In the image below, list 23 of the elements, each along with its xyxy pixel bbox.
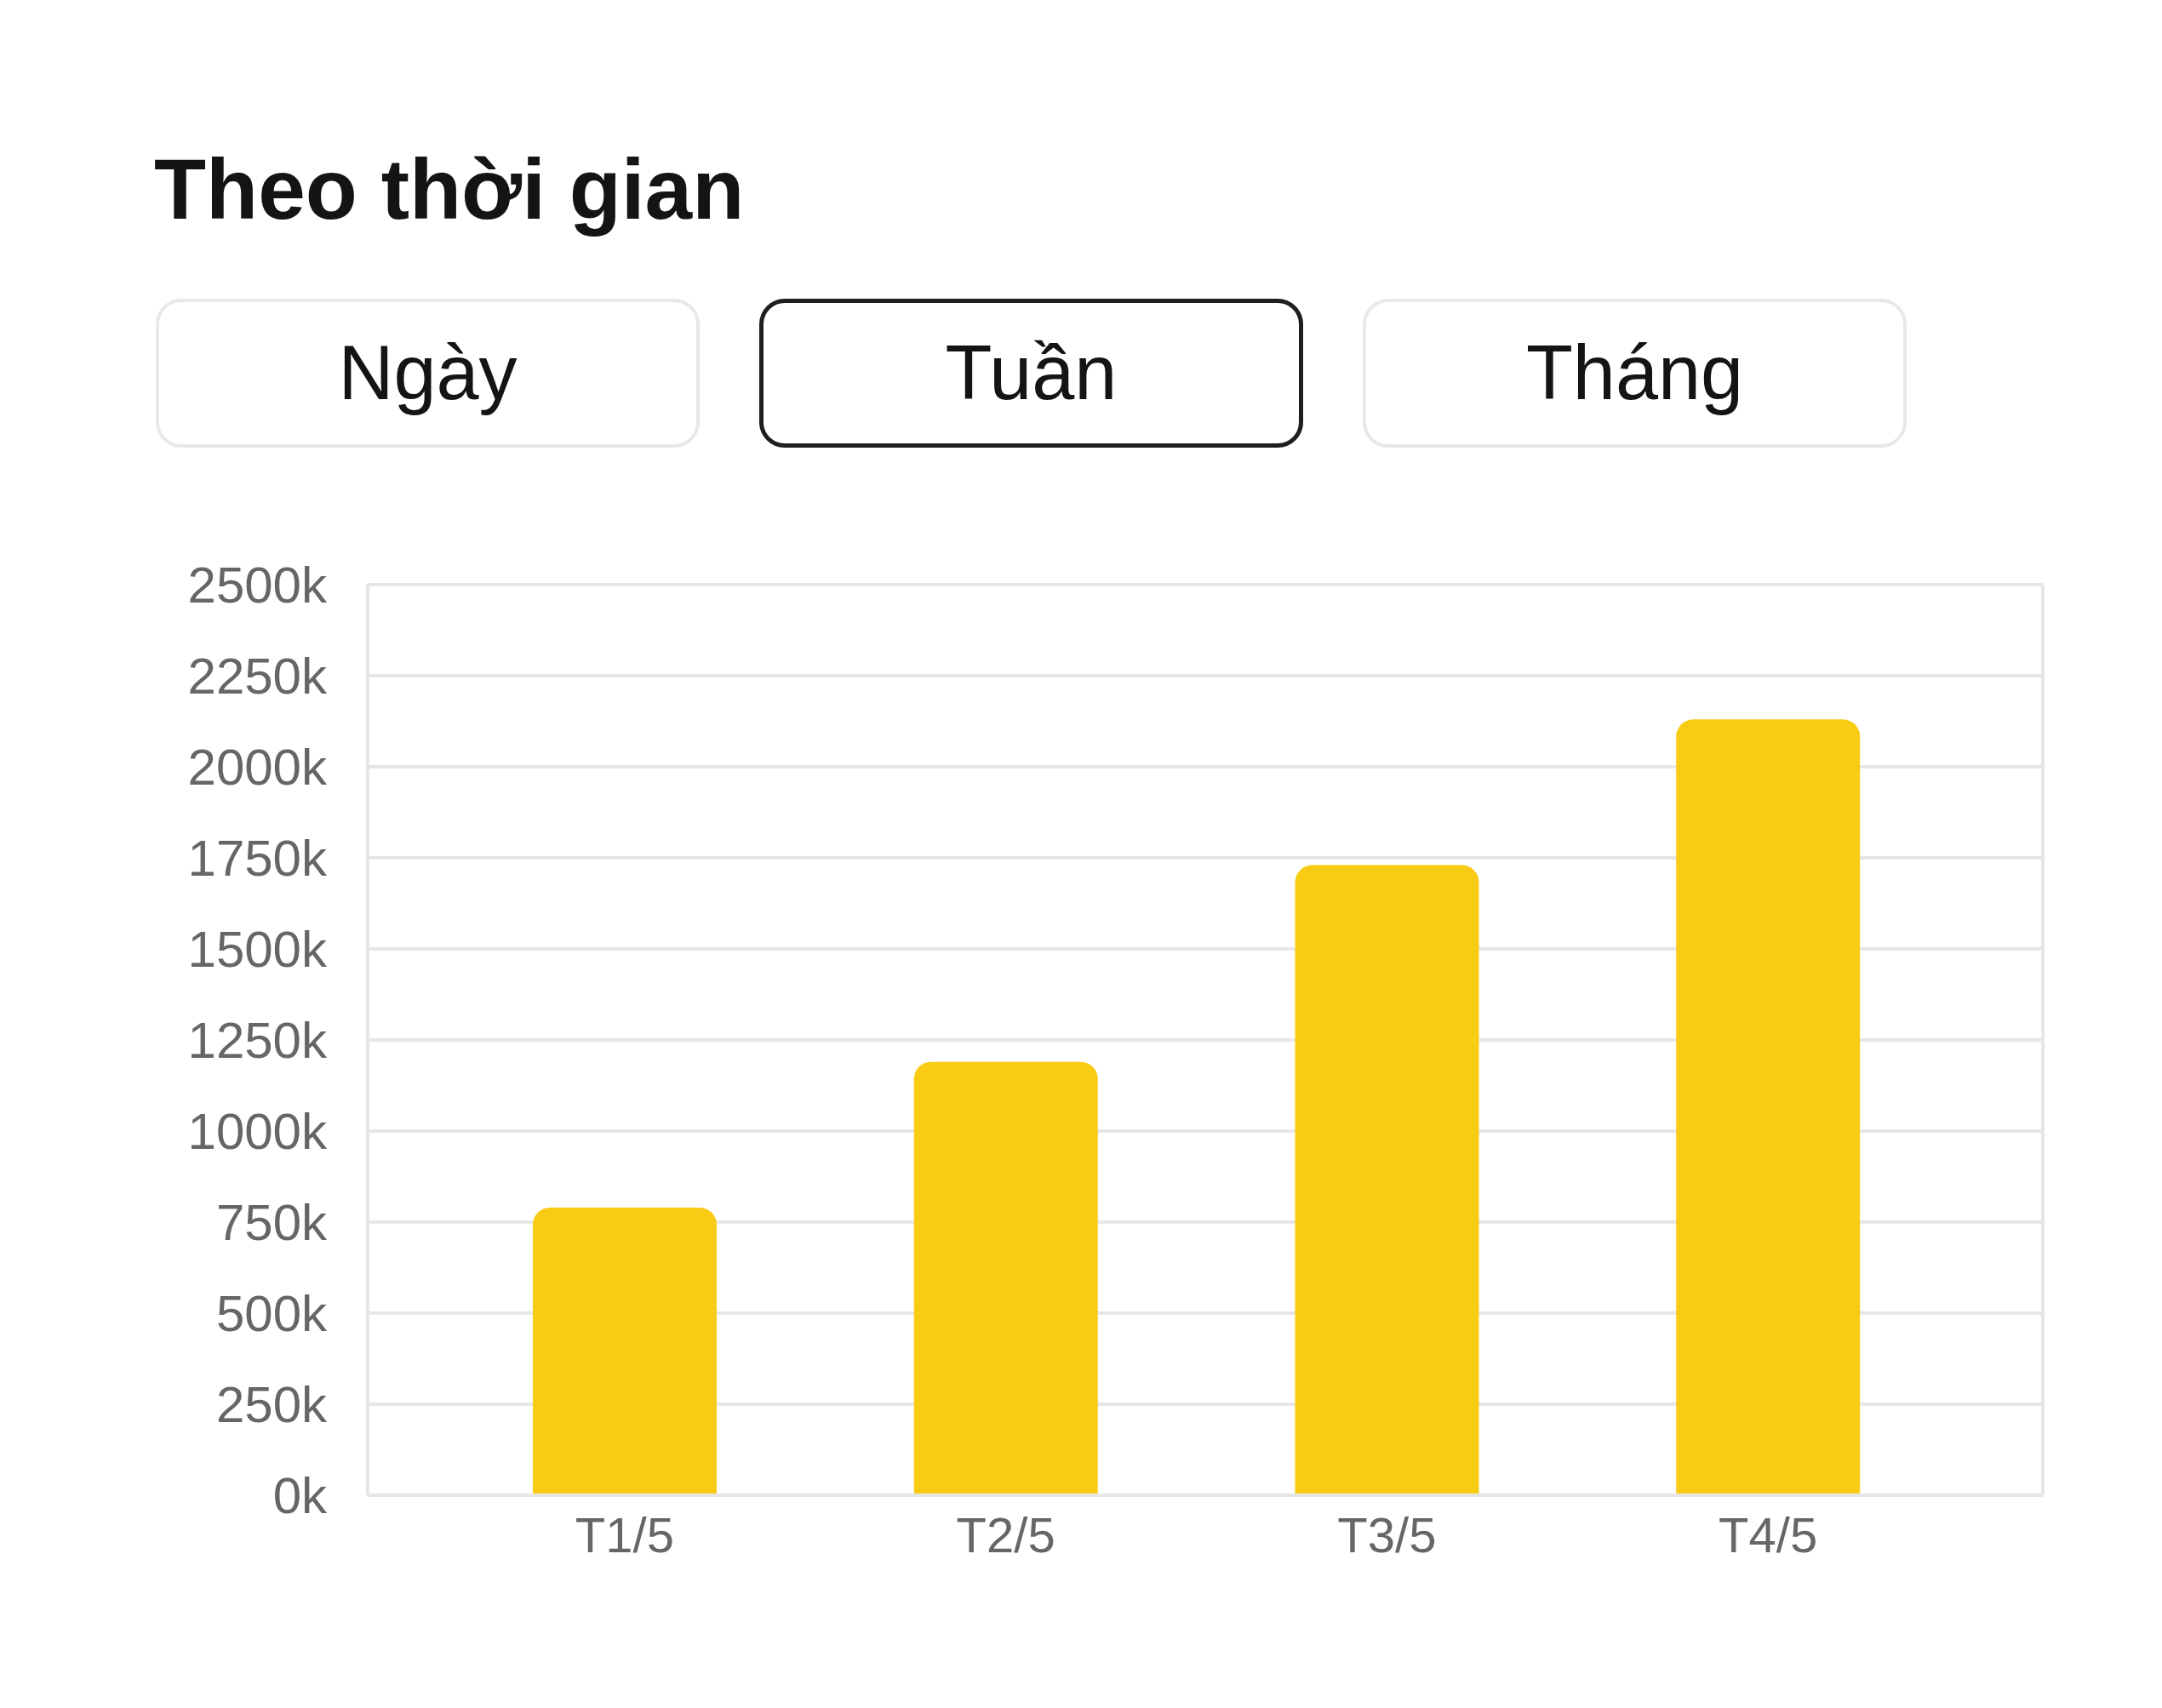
tab-button[interactable]: Tuần [759, 299, 1303, 448]
x-tick-label: T2/5 [956, 1507, 1055, 1563]
tab-button[interactable]: Tháng [1363, 299, 1907, 448]
tab-button[interactable]: Ngày [156, 299, 700, 448]
y-tick-label: 2500k [187, 557, 328, 614]
x-tick-label: T1/5 [575, 1507, 674, 1563]
y-tick-label: 1000k [187, 1103, 328, 1161]
y-tick-label: 2250k [187, 648, 328, 705]
y-tick-label: 750k [215, 1194, 328, 1252]
chart-title: Theo thời gian [154, 140, 745, 238]
bar [913, 1061, 1098, 1495]
y-tick-label: 1500k [187, 921, 328, 979]
x-tick-label: T4/5 [1719, 1507, 1818, 1563]
y-tick-label: 2000k [187, 739, 328, 797]
bar [1676, 719, 1861, 1495]
x-tick-label: T3/5 [1337, 1507, 1437, 1563]
bar [1295, 865, 1479, 1495]
y-tick-label: 1250k [187, 1012, 328, 1070]
y-tick-label: 250k [215, 1376, 328, 1434]
y-tick-label: 0k [272, 1467, 328, 1525]
y-tick-label: 1750k [187, 830, 328, 888]
bar [533, 1207, 717, 1495]
y-tick-label: 500k [215, 1285, 328, 1343]
